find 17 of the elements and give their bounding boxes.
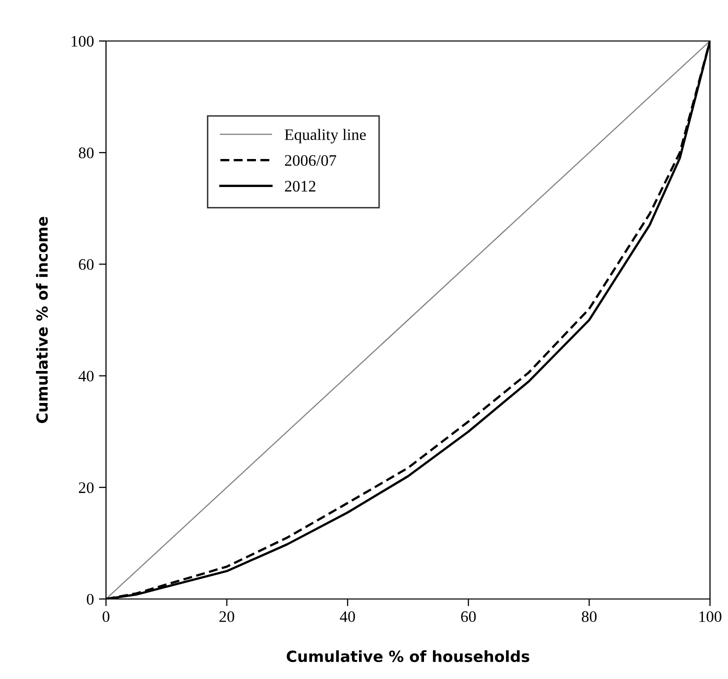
y-tick-label: 0: [86, 594, 94, 605]
y-tick-label: 80: [78, 148, 94, 158]
legend-label: Equality line: [284, 128, 366, 144]
x-tick-label: 80: [582, 611, 597, 622]
y-tick-label: 20: [78, 482, 94, 494]
y-tick-label: 100: [72, 36, 94, 47]
x-tick-label: 40: [340, 611, 355, 622]
legend-label: 2012: [284, 180, 316, 192]
x-tick-label: 20: [220, 611, 234, 622]
x-axis-title: Cumulative % of households: [286, 650, 530, 662]
x-tick-label: 60: [461, 611, 476, 622]
y-axis-title: Cumulative % of income: [36, 216, 48, 424]
y-tick-label: 60: [78, 259, 94, 270]
x-tick-label: 100: [699, 611, 722, 622]
legend-label: 2006/07: [284, 155, 336, 166]
x-tick-label: 0: [102, 611, 110, 622]
y-tick-label: 40: [78, 370, 94, 382]
